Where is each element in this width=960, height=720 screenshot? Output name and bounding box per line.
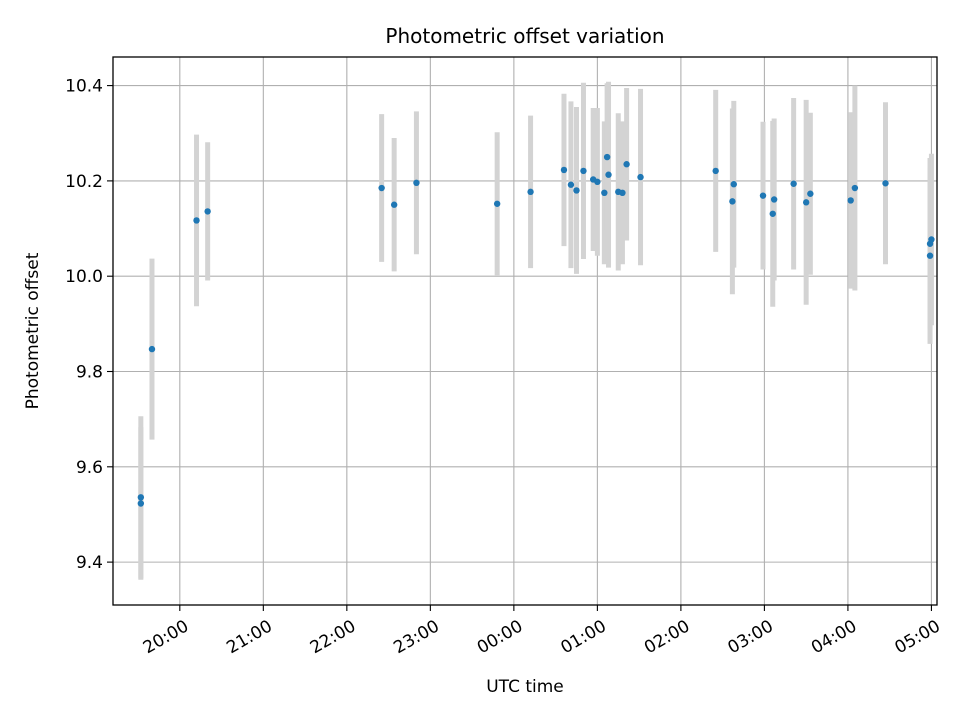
data-point: [712, 167, 719, 175]
y-tick-label: 10.4: [65, 77, 103, 97]
data-point: [926, 252, 934, 259]
data-point: [204, 208, 211, 215]
data-point: [882, 180, 889, 187]
data-point: [567, 181, 575, 188]
data-point: [851, 184, 859, 192]
data-point: [137, 500, 145, 507]
data-point: [790, 180, 797, 187]
data-point: [148, 345, 156, 353]
y-tick-label: 10.2: [65, 172, 103, 192]
data-point: [928, 236, 935, 243]
y-axis-label: Photometric offset: [23, 252, 43, 409]
data-point: [390, 201, 398, 208]
data-point: [378, 184, 385, 192]
data-point: [603, 153, 611, 161]
data-point: [193, 217, 200, 224]
data-point: [802, 199, 810, 206]
data-point: [619, 189, 626, 197]
data-point: [560, 166, 568, 174]
data-point: [807, 190, 814, 197]
data-point: [601, 189, 608, 197]
data-point: [594, 178, 601, 186]
data-point: [769, 210, 776, 217]
y-tick-label: 10.0: [65, 267, 103, 287]
data-point: [573, 187, 580, 194]
data-point: [730, 181, 737, 188]
data-point: [527, 188, 534, 196]
data-point: [759, 192, 767, 199]
data-point: [137, 494, 145, 501]
y-tick-label: 9.8: [76, 363, 103, 383]
data-point: [637, 173, 644, 181]
data-point: [847, 197, 854, 204]
x-axis-label: UTC time: [486, 677, 564, 697]
plot-area: [113, 57, 937, 605]
chart-title: Photometric offset variation: [385, 24, 664, 48]
plot-frame: [112, 56, 938, 606]
y-axis-ticks: 9.4 9.6 9.8 10.0 10.2 10.4: [65, 77, 113, 573]
data-point: [605, 171, 612, 178]
data-point: [623, 161, 630, 168]
y-tick-label: 9.6: [76, 458, 103, 478]
data-point: [493, 200, 501, 207]
y-tick-label: 9.4: [76, 553, 103, 573]
data-point: [413, 179, 420, 187]
data-point: [729, 198, 736, 205]
data-point: [580, 167, 587, 175]
data-points: [137, 153, 935, 507]
data-point: [770, 196, 778, 203]
